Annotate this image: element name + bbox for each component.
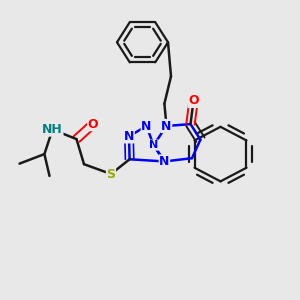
- Text: N: N: [159, 155, 170, 168]
- Text: N: N: [141, 119, 152, 133]
- Text: O: O: [88, 118, 98, 130]
- Text: O: O: [188, 94, 199, 107]
- Text: NH: NH: [42, 123, 63, 136]
- Text: N: N: [161, 119, 172, 133]
- Text: N: N: [149, 140, 158, 150]
- Text: S: S: [106, 167, 116, 181]
- Text: N: N: [124, 130, 134, 143]
